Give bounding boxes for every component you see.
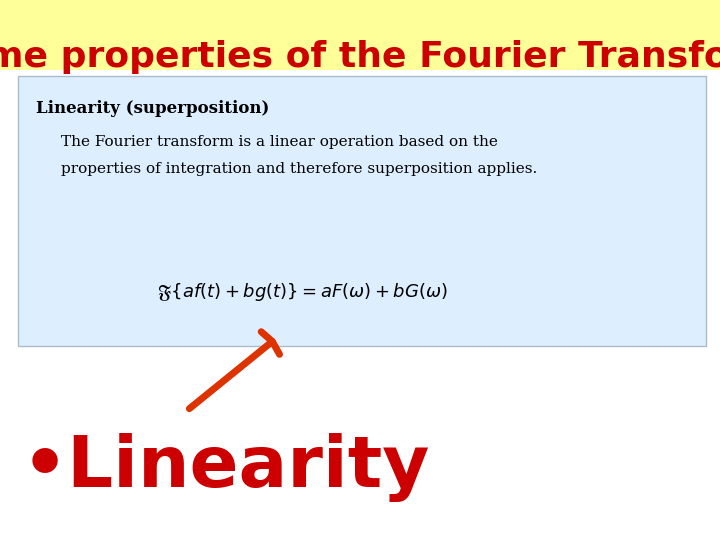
Text: $\mathfrak{F}\{af(t)+bg(t)\}=aF(\omega)+bG(\omega)$: $\mathfrak{F}\{af(t)+bg(t)\}=aF(\omega)+… <box>157 281 448 302</box>
FancyBboxPatch shape <box>18 76 706 346</box>
Text: properties of integration and therefore superposition applies.: properties of integration and therefore … <box>61 162 537 176</box>
Text: Some properties of the Fourier Transform: Some properties of the Fourier Transform <box>0 40 720 73</box>
FancyBboxPatch shape <box>0 0 720 70</box>
Text: Linearity (superposition): Linearity (superposition) <box>36 100 269 117</box>
Text: •Linearity: •Linearity <box>22 433 430 502</box>
Text: The Fourier transform is a linear operation based on the: The Fourier transform is a linear operat… <box>61 135 498 149</box>
